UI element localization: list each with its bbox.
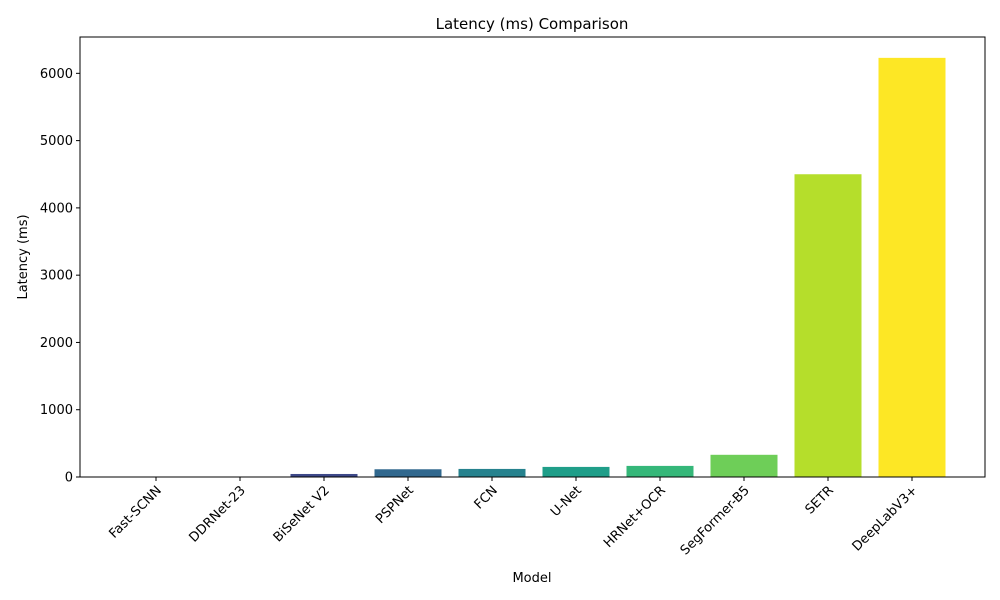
x-tick-label: DDRNet-23 bbox=[187, 483, 249, 545]
y-tick-label: 2000 bbox=[40, 336, 73, 351]
bar-bisenet-v2 bbox=[290, 473, 358, 477]
x-tick-label: SegFormer-B5 bbox=[678, 483, 753, 558]
x-axis-title: Model bbox=[512, 571, 551, 586]
bars-group bbox=[122, 57, 946, 478]
x-axis-ticks: Fast-SCNN DDRNet-23 BiSeNet V2 PSPNet FCN U-N… bbox=[106, 477, 921, 558]
bar-setr bbox=[794, 174, 862, 477]
x-tick-label: FCN bbox=[472, 483, 501, 512]
y-tick-label: 3000 bbox=[40, 269, 73, 284]
x-tick-label: HRNet+OCR bbox=[601, 483, 669, 551]
chart-title: Latency (ms) Comparison bbox=[436, 15, 629, 33]
y-tick-label: 4000 bbox=[40, 201, 73, 216]
x-tick-label: DeepLabV3+ bbox=[850, 483, 921, 554]
bar-hrnet-ocr bbox=[626, 465, 694, 477]
y-tick-label: 5000 bbox=[40, 134, 73, 149]
y-tick-label: 1000 bbox=[40, 403, 73, 418]
bar-u-net bbox=[542, 466, 610, 477]
bar-deeplabv3- bbox=[878, 57, 946, 478]
bar-fcn bbox=[458, 468, 526, 477]
y-tick-label: 6000 bbox=[40, 67, 73, 82]
x-tick-label: SETR bbox=[803, 483, 837, 517]
x-tick-label: Fast-SCNN bbox=[106, 483, 164, 541]
bar-pspnet bbox=[374, 469, 442, 477]
y-axis-title: Latency (ms) bbox=[16, 214, 31, 299]
x-tick-label: BiSeNet V2 bbox=[271, 483, 333, 545]
x-tick-label: PSPNet bbox=[373, 483, 417, 527]
bar-segformer-b5 bbox=[710, 454, 778, 477]
x-tick-label: U-Net bbox=[548, 483, 585, 520]
plot-frame bbox=[79, 36, 986, 478]
y-axis-ticks: 0 1000 2000 3000 4000 5000 6000 bbox=[40, 67, 80, 486]
y-tick-label: 0 bbox=[65, 471, 73, 486]
